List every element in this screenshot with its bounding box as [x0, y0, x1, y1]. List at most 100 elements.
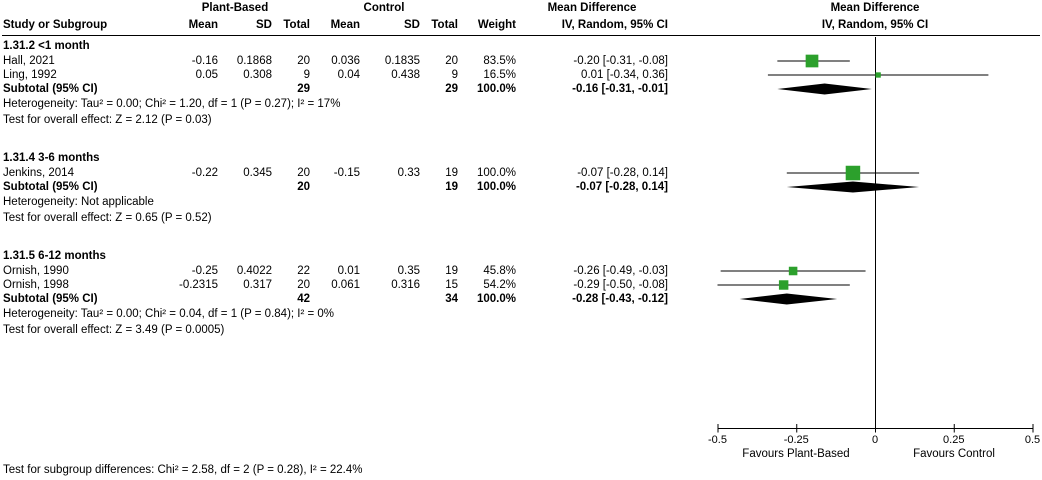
subtotal-treatment-total: 29	[297, 83, 310, 95]
effect-square	[875, 72, 881, 78]
subgroup-difference-test: Test for subgroup differences: Chi² = 2.…	[3, 464, 363, 476]
control-mean: -0.15	[333, 167, 360, 179]
subgroup-heading-row: 1.31.4 3-6 months	[3, 150, 668, 166]
group1-header: Plant-Based	[201, 2, 269, 14]
study-row: Ornish, 1998 -0.2315 0.317 20 0.061 0.316 15 54…	[3, 278, 668, 292]
subtotal-diamond	[777, 83, 872, 95]
treatment-total: 20	[297, 55, 310, 67]
control-total: 19	[445, 167, 458, 179]
subtotal-label: Subtotal (95% CI)	[3, 293, 98, 305]
axis-tick-label: -0.25	[784, 434, 809, 446]
study-ci-text: -0.26 [-0.49, -0.03]	[573, 265, 668, 277]
overall-effect-row: Test for overall effect: Z = 2.12 (P = 0…	[3, 112, 668, 128]
overall-effect-text: Test for overall effect: Z = 2.12 (P = 0…	[3, 114, 212, 126]
effect-square	[788, 266, 798, 276]
control-mean: 0.036	[331, 55, 360, 67]
effect-square	[845, 165, 861, 181]
treatment-sd: 0.317	[243, 279, 272, 291]
heterogeneity-text: Heterogeneity: Not applicable	[3, 196, 154, 208]
mean-difference-header: Mean Difference	[547, 2, 637, 14]
mean-difference-plot-header: Mean Difference	[830, 2, 920, 14]
control-mean: 0.061	[331, 279, 360, 291]
control-total: 19	[445, 265, 458, 277]
overall-effect-row: Test for overall effect: Z = 3.49 (P = 0…	[3, 322, 668, 338]
control-sd: 0.438	[391, 69, 420, 81]
control-total-header: Total	[431, 19, 458, 31]
study-weight: 100.0%	[476, 167, 516, 179]
subgroup-heading: 1.31.4 3-6 months	[3, 152, 100, 164]
subtotal-ci-text: -0.07 [-0.28, 0.14]	[575, 181, 668, 193]
treatment-mean: -0.25	[191, 265, 218, 277]
subgroup-heading-row: 1.31.5 6-12 months	[3, 248, 668, 264]
subtotal-weight: 100.0%	[476, 83, 516, 95]
ci-plot-header: IV, Random, 95% CI	[821, 19, 929, 31]
subtotal-diamond	[739, 293, 838, 305]
treatment-sd: 0.4022	[236, 265, 272, 277]
subtotal-label: Subtotal (95% CI)	[3, 83, 98, 95]
group2-header: Control	[363, 2, 405, 14]
treatment-mean: -0.16	[191, 55, 218, 67]
subtotal-control-total: 29	[445, 83, 458, 95]
study-name: Jenkins, 2014	[3, 167, 74, 179]
heterogeneity-row: Heterogeneity: Not applicable	[3, 194, 668, 210]
effect-square	[805, 54, 819, 68]
subtotal-row: Subtotal (95% CI) 20 19 100.0% -0.07 [-0.28,…	[3, 180, 668, 194]
treatment-total: 9	[303, 69, 310, 81]
subtotal-row: Subtotal (95% CI) 42 34 100.0% -0.28 [-0.43,…	[3, 292, 668, 306]
control-total: 9	[451, 69, 458, 81]
control-sd: 0.316	[391, 279, 420, 291]
heterogeneity-row: Heterogeneity: Tau² = 0.00; Chi² = 0.04,…	[3, 306, 668, 322]
treatment-sd: 0.1868	[236, 55, 272, 67]
treatment-sd: 0.345	[243, 167, 272, 179]
heterogeneity-text: Heterogeneity: Tau² = 0.00; Chi² = 1.20,…	[3, 98, 341, 110]
subtotal-treatment-total: 20	[297, 181, 310, 193]
subtotal-diamond	[786, 181, 920, 193]
effect-square	[778, 280, 789, 290]
overall-effect-text: Test for overall effect: Z = 0.65 (P = 0…	[3, 212, 212, 224]
study-ci-text: -0.07 [-0.28, 0.14]	[577, 167, 668, 179]
control-sd: 0.35	[397, 265, 420, 277]
control-mean: 0.01	[337, 265, 360, 277]
treatment-total: 20	[297, 167, 310, 179]
study-row: Ornish, 1990 -0.25 0.4022 22 0.01 0.35 19 45.8%…	[3, 264, 668, 278]
subgroup-heading: 1.31.5 6-12 months	[3, 250, 106, 262]
control-mean-header: Mean	[330, 19, 360, 31]
axis-tick-label: -0.5	[708, 434, 727, 446]
study-ci-text: -0.20 [-0.31, -0.08]	[573, 55, 668, 67]
control-sd-header: SD	[404, 19, 420, 31]
treatment-mean-header: Mean	[188, 19, 218, 31]
control-sd: 0.33	[397, 167, 420, 179]
control-total: 20	[445, 55, 458, 67]
subtotal-label: Subtotal (95% CI)	[3, 181, 98, 193]
subtotal-weight: 100.0%	[476, 293, 516, 305]
ci-column-header: IV, Random, 95% CI	[561, 19, 668, 31]
treatment-total: 22	[297, 265, 310, 277]
axis-tick-label: 0.25	[943, 434, 964, 446]
treatment-mean: -0.22	[191, 167, 218, 179]
subgroup-heading: 1.31.2 <1 month	[3, 40, 90, 52]
control-mean: 0.04	[337, 69, 360, 81]
overall-effect-text: Test for overall effect: Z = 3.49 (P = 0…	[3, 324, 225, 336]
study-ci-text: 0.01 [-0.34, 0.36]	[581, 69, 668, 81]
study-name: Ornish, 1990	[3, 265, 69, 277]
axis-tick-label: 0.5	[1025, 434, 1040, 446]
study-row: Ling, 1992 0.05 0.308 9 0.04 0.438 9 16.5% 0.01 …	[3, 68, 668, 82]
treatment-sd-header: SD	[256, 19, 272, 31]
study-row: Hall, 2021 -0.16 0.1868 20 0.036 0.1835 20 83.5…	[3, 54, 668, 68]
study-weight: 45.8%	[483, 265, 516, 277]
study-weight: 16.5%	[483, 69, 516, 81]
study-column-header: Study or Subgroup	[3, 19, 108, 31]
study-name: Hall, 2021	[3, 55, 55, 67]
control-sd: 0.1835	[384, 55, 420, 67]
subtotal-control-total: 34	[445, 293, 458, 305]
heterogeneity-row: Heterogeneity: Tau² = 0.00; Chi² = 1.20,…	[3, 96, 668, 112]
treatment-mean: 0.05	[195, 69, 218, 81]
subtotal-control-total: 19	[445, 181, 458, 193]
study-name: Ling, 1992	[3, 69, 57, 81]
subtotal-treatment-total: 42	[297, 293, 310, 305]
study-ci-text: -0.29 [-0.50, -0.08]	[573, 279, 668, 291]
favours-left-label: Favours Plant-Based	[742, 448, 850, 460]
study-weight: 54.2%	[483, 279, 516, 291]
subtotal-row: Subtotal (95% CI) 29 29 100.0% -0.16 [-0.31,…	[3, 82, 668, 96]
heterogeneity-text: Heterogeneity: Tau² = 0.00; Chi² = 0.04,…	[3, 308, 335, 320]
